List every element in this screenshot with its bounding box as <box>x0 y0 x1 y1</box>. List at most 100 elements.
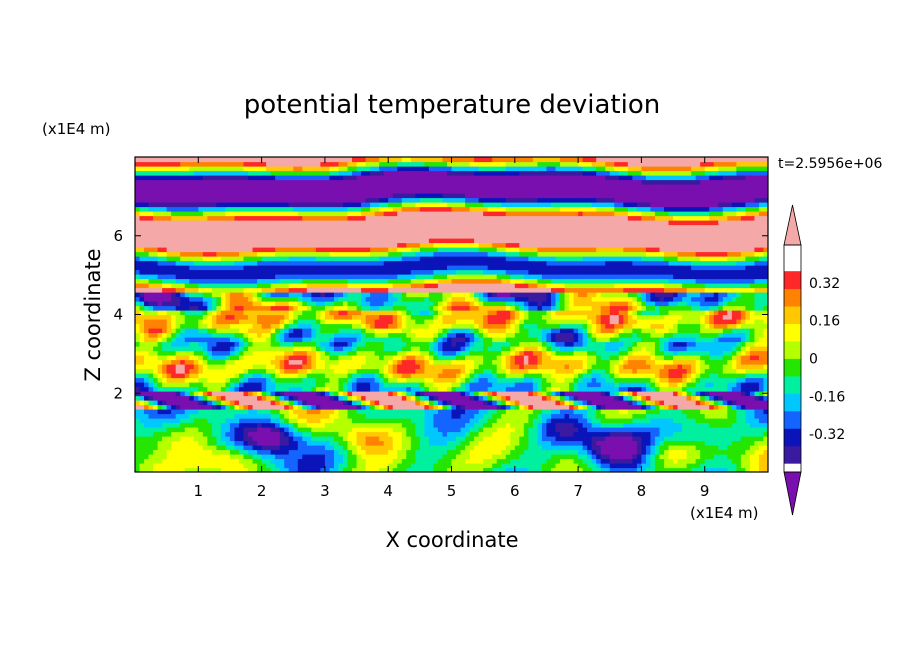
field-cell <box>162 463 168 469</box>
field-cell <box>162 458 168 464</box>
field-cell <box>474 359 480 365</box>
field-cell <box>451 350 457 356</box>
field-cell <box>560 319 566 325</box>
field-cell <box>270 409 276 415</box>
field-cell <box>632 440 638 446</box>
field-cell <box>207 454 213 460</box>
field-cell <box>528 310 534 316</box>
field-cell <box>275 467 281 472</box>
field-cell <box>288 337 294 343</box>
field-cell <box>184 422 190 428</box>
field-cell <box>288 382 294 388</box>
field-cell <box>275 409 281 415</box>
field-cell <box>528 364 534 370</box>
field-cell <box>433 413 439 419</box>
field-cell <box>446 355 453 361</box>
field-cell <box>596 337 602 343</box>
field-cell <box>677 467 683 472</box>
field-cell <box>754 332 760 338</box>
field-cell <box>171 409 177 415</box>
field-cell <box>302 404 308 410</box>
field-cell <box>623 422 629 428</box>
field-cell <box>505 422 511 428</box>
field-cell <box>668 364 674 370</box>
field-cell <box>713 440 719 446</box>
field-cell <box>519 458 525 464</box>
field-cell <box>677 463 683 469</box>
field-cell <box>740 395 746 401</box>
field-cell <box>193 391 199 397</box>
field-cell <box>596 400 602 406</box>
field-cell <box>465 314 471 320</box>
field-cell <box>356 400 362 406</box>
field-cell <box>446 368 453 374</box>
field-cell <box>284 350 290 356</box>
field-cell <box>144 373 150 379</box>
field-cell <box>248 436 254 442</box>
field-cell <box>225 431 231 437</box>
field-cell <box>252 418 258 424</box>
field-cell <box>302 463 308 469</box>
field-cell <box>709 314 715 320</box>
field-cell <box>288 391 294 397</box>
field-cell <box>460 436 466 442</box>
field-cell <box>428 328 435 334</box>
field-cell <box>442 319 448 325</box>
field-cell <box>587 427 593 433</box>
field-cell <box>184 314 190 320</box>
field-cell <box>211 368 217 374</box>
field-cell <box>162 386 168 392</box>
field-cell <box>460 346 466 352</box>
field-cell <box>569 463 575 469</box>
field-cell <box>361 431 367 437</box>
field-cell <box>225 467 231 472</box>
field-cell <box>532 436 539 442</box>
field-cell <box>582 467 588 472</box>
field-cell <box>501 409 507 415</box>
field-cell <box>582 436 588 442</box>
field-cell <box>410 436 416 442</box>
field-cell <box>632 314 638 320</box>
field-cell <box>605 350 611 356</box>
field-cell <box>749 436 756 442</box>
field-cell <box>356 382 362 388</box>
field-cell <box>528 386 534 392</box>
field-cell <box>410 400 416 406</box>
field-cell <box>365 449 371 455</box>
field-cell <box>456 359 462 365</box>
field-cell <box>569 332 575 338</box>
field-cell <box>270 332 276 338</box>
field-cell <box>370 400 376 406</box>
field-cell <box>148 467 154 472</box>
field-cell <box>193 319 199 325</box>
field-cell <box>442 368 448 374</box>
field-cell <box>505 409 511 415</box>
field-cell <box>338 467 344 472</box>
field-cell <box>501 382 507 388</box>
field-cell <box>379 418 385 424</box>
field-cell <box>528 328 534 334</box>
field-cell <box>474 458 480 464</box>
field-cell <box>266 328 272 334</box>
field-cell <box>166 395 172 401</box>
field-cell <box>754 409 760 415</box>
field-cell <box>659 346 665 352</box>
field-cell <box>641 391 647 397</box>
field-cell <box>257 454 263 460</box>
field-cell <box>758 323 765 329</box>
field-cell <box>673 463 679 469</box>
field-cell <box>171 458 177 464</box>
field-cell <box>727 377 733 383</box>
field-cell <box>569 382 575 388</box>
field-cell <box>695 400 701 406</box>
field-cell <box>560 310 566 316</box>
field-cell <box>238 400 245 406</box>
field-cell <box>555 427 561 433</box>
field-cell <box>171 449 177 455</box>
field-cell <box>406 422 412 428</box>
field-cell <box>225 400 231 406</box>
field-cell <box>229 463 236 469</box>
field-cell <box>166 422 172 428</box>
field-cell <box>139 359 145 365</box>
field-cell <box>433 427 439 433</box>
